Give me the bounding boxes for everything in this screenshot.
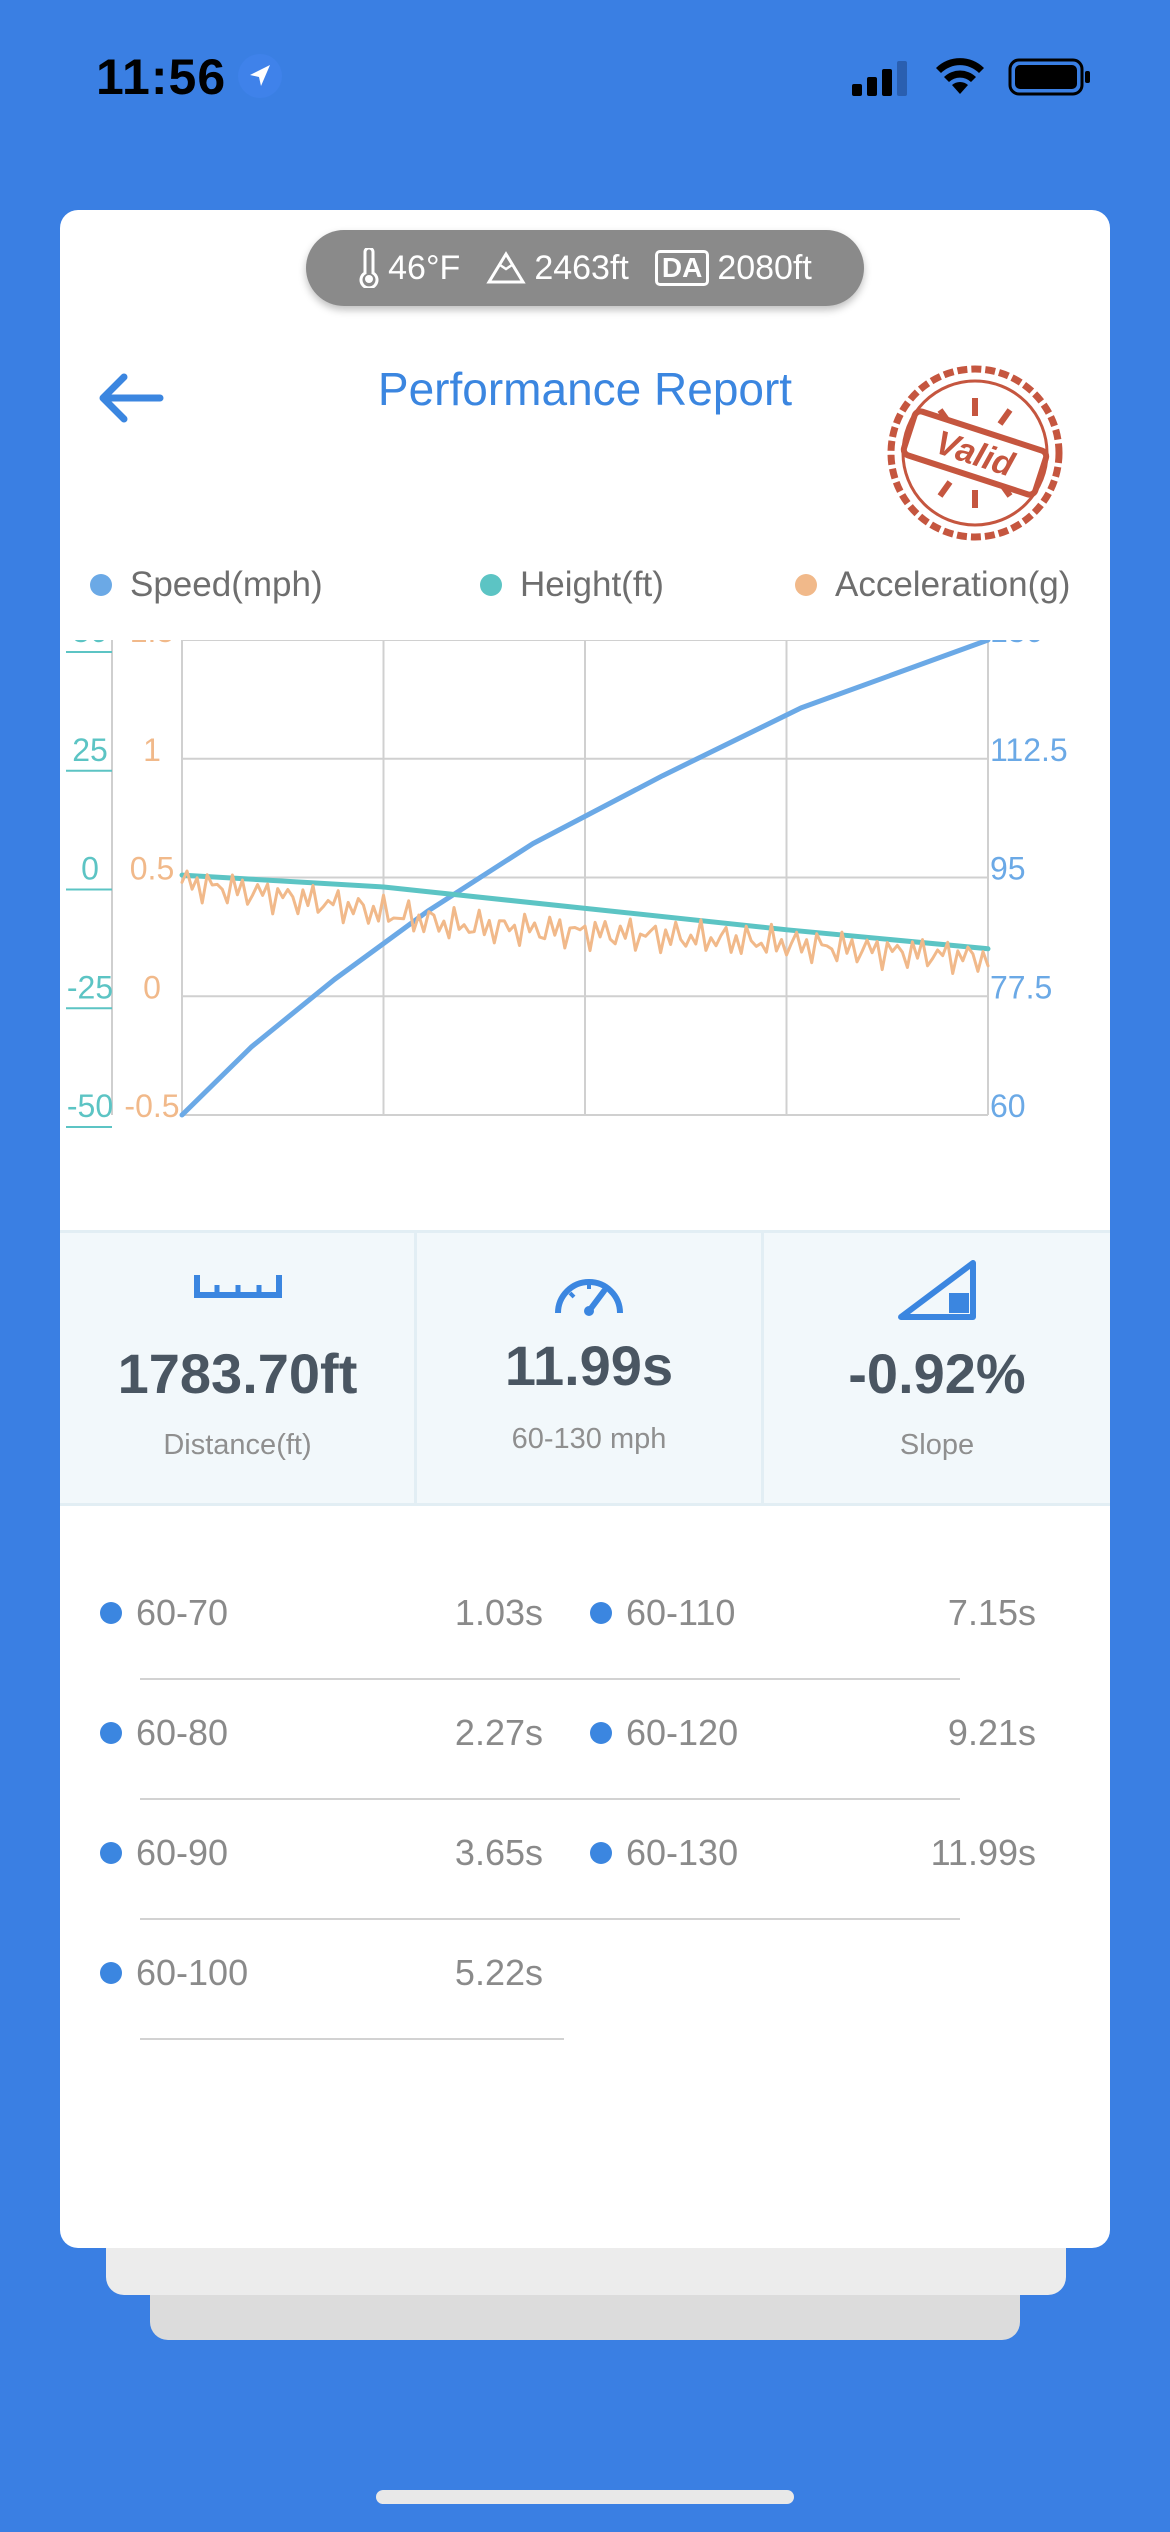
legend-height: Height(ft) (480, 565, 664, 605)
split-dot (590, 1842, 612, 1864)
height-tick-label: -25 (67, 969, 113, 1005)
altitude-value: 2463ft (534, 248, 629, 287)
location-arrow-icon (238, 54, 282, 98)
back-arrow-icon[interactable] (90, 358, 170, 438)
legend-dot-acceleration (795, 574, 817, 596)
temperature-item: 46°F (358, 248, 460, 288)
split-label: 60-130 (626, 1832, 739, 1873)
split-row: 60-120 9.21s (590, 1680, 1036, 1800)
split-label: 60-90 (136, 1832, 229, 1873)
wifi-icon (936, 58, 984, 94)
split-row: 60-110 7.15s (590, 1560, 1036, 1680)
split-divider (140, 1798, 960, 1800)
mountain-icon (486, 251, 526, 284)
split-label: 60-80 (136, 1712, 229, 1753)
split-divider (140, 1918, 960, 1920)
stat-distance: 1783.70ft Distance(ft) (60, 1233, 415, 1503)
slope-icon (898, 1260, 976, 1320)
status-time: 11:56 (96, 49, 227, 105)
speedometer-icon (555, 1279, 623, 1316)
valid-stamp: Valid (887, 365, 1063, 541)
height-tick-label: -50 (67, 1088, 113, 1124)
acceleration-tick-label: -0.5 (124, 1088, 179, 1124)
acceleration-tick-label: 0.5 (130, 851, 174, 887)
density-altitude-value: 2080ft (717, 248, 812, 287)
split-value: 1.03s (454, 1592, 543, 1633)
stats-band: 1783.70ft Distance(ft) 11.99s 60-130 mph… (60, 1230, 1110, 1506)
speed-tick-label: 95 (990, 851, 1026, 887)
split-row: 60-80 2.27s (100, 1680, 960, 1800)
split-value: 11.99s (930, 1832, 1036, 1873)
split-row: 60-70 1.03s (100, 1560, 960, 1680)
height-tick-label: 50 (72, 640, 108, 649)
slope-value: -0.92% (848, 1342, 1026, 1405)
stat-slope: -0.92% Slope (764, 1233, 1110, 1503)
legend-acceleration: Acceleration(g) (795, 565, 1070, 605)
split-dot (100, 1602, 122, 1624)
time-value: 11.99s (504, 1334, 674, 1397)
speed-tick-label: 130 (990, 640, 1043, 649)
ruler-icon (193, 1275, 282, 1298)
height-tick-label: 0 (81, 851, 99, 887)
home-indicator[interactable] (376, 2490, 794, 2504)
time-label: 60-130 mph (511, 1423, 667, 1455)
cellular-signal-icon (852, 61, 907, 96)
split-value: 7.15s (947, 1592, 1036, 1633)
legend-speed: Speed(mph) (90, 565, 323, 605)
split-value: 2.27s (454, 1712, 543, 1753)
legend-dot-speed (90, 574, 112, 596)
page-title: Performance Report (377, 363, 793, 415)
split-divider (140, 2038, 564, 2040)
altitude-item: 2463ft (486, 249, 629, 288)
split-label: 60-100 (136, 1952, 249, 1993)
split-row: 60-100 5.22s (100, 1920, 564, 2040)
acceleration-tick-label: 0 (143, 969, 161, 1005)
legend-acceleration-label: Acceleration(g) (835, 565, 1071, 604)
distance-label: Distance(ft) (163, 1429, 312, 1461)
report-card: 46°F 2463ft DA 2080ft Performance Report (60, 210, 1110, 2248)
stat-time: 11.99s 60-130 mph (417, 1233, 761, 1503)
legend-height-label: Height(ft) (520, 565, 664, 604)
split-divider (140, 1678, 960, 1680)
split-value: 9.21s (947, 1712, 1036, 1753)
status-bar: 11:56 (0, 0, 1170, 150)
stat-divider (761, 1233, 764, 1503)
legend-dot-height (480, 574, 502, 596)
speed-tick-label: 77.5 (990, 969, 1052, 1005)
density-altitude-item: DA 2080ft (654, 248, 812, 288)
split-dot (100, 1842, 122, 1864)
speed-series-line (179, 640, 991, 1118)
split-dot (100, 1962, 122, 1984)
speed-tick-label: 60 (990, 1088, 1026, 1124)
split-value: 5.22s (454, 1952, 543, 1993)
legend-speed-label: Speed(mph) (130, 565, 323, 604)
performance-chart: 50 25 0 -25 -50 1.5 1 0.5 0 -0.5 130 112.5 95 77.5 60 (66, 640, 1068, 1128)
height-series-line (179, 872, 991, 952)
split-value: 3.65s (454, 1832, 543, 1873)
temperature-value: 46°F (388, 248, 461, 287)
thermometer-icon (359, 248, 379, 288)
conditions-pill: 46°F 2463ft DA 2080ft (306, 230, 864, 306)
slope-label: Slope (899, 1429, 975, 1461)
split-row: 60-90 3.65s (100, 1800, 960, 1920)
battery-icon (1008, 58, 1090, 96)
split-label: 60-120 (626, 1712, 739, 1753)
acceleration-series-line (180, 869, 990, 975)
da-badge: DA (654, 250, 710, 286)
split-dot (590, 1602, 612, 1624)
split-label: 60-110 (626, 1592, 736, 1633)
split-dot (100, 1722, 122, 1744)
split-label: 60-70 (136, 1592, 229, 1633)
speed-tick-label: 112.5 (990, 732, 1068, 768)
height-tick-label: 25 (72, 732, 108, 768)
chart-legend: Speed(mph) Height(ft) Acceleration(g) (90, 565, 1090, 615)
split-dot (590, 1722, 612, 1744)
acceleration-tick-label: 1.5 (130, 640, 174, 649)
split-row: 60-130 11.99s (590, 1800, 1036, 1920)
acceleration-tick-label: 1 (143, 732, 161, 768)
distance-value: 1783.70ft (117, 1342, 358, 1405)
stat-divider (414, 1233, 417, 1503)
